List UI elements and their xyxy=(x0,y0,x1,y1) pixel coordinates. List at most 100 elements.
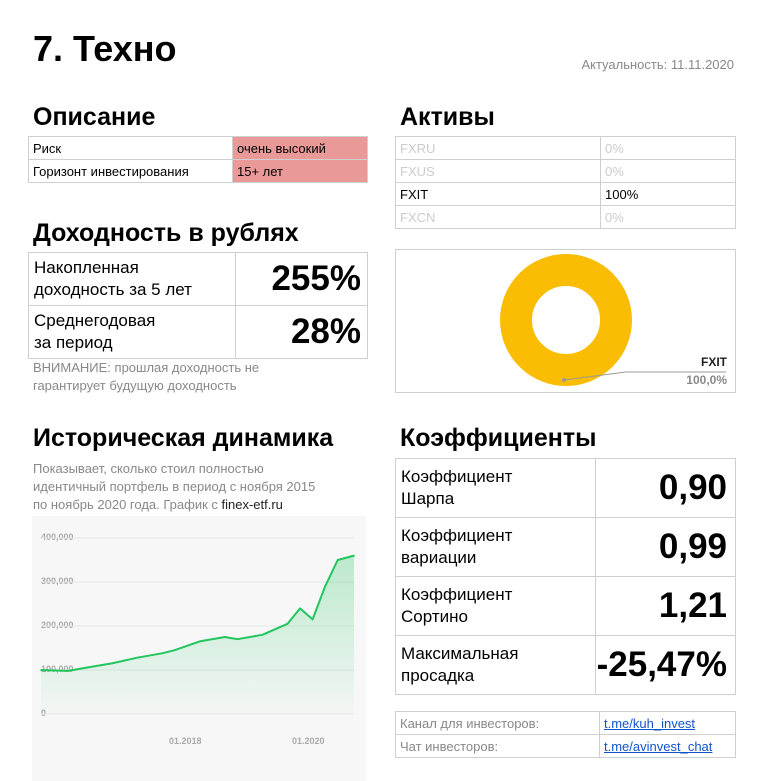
return-label: Среднегодовая за период xyxy=(28,305,236,359)
coef-label-line: Сортино xyxy=(401,607,468,626)
warning-line: гарантирует будущую доходность xyxy=(33,378,237,393)
y-tick-label: 100,000 xyxy=(41,664,74,674)
table-row: FXUS 0% xyxy=(395,159,736,183)
coef-label-line: Коэффициент xyxy=(401,467,513,486)
donut-label: FXIT xyxy=(701,355,728,369)
table-row: FXCN 0% xyxy=(395,205,736,229)
return-label-line: доходность за 5 лет xyxy=(34,280,192,299)
history-chart: 400,000 300,000 200,000 100,000 0 01.201… xyxy=(32,516,366,781)
coef-label: Коэффициент Шарпа xyxy=(395,458,596,518)
table-row: FXIT 100% xyxy=(395,182,736,206)
data-point xyxy=(236,638,239,640)
risk-label: Риск xyxy=(28,136,233,160)
donut-value: 100,0% xyxy=(686,373,727,387)
channel-link[interactable]: t.me/kuh_invest xyxy=(599,711,736,735)
coef-label-line: Коэффициент xyxy=(401,585,513,604)
assets-table: FXRU 0% FXUS 0% FXIT 100% FXCN 0% xyxy=(395,136,736,229)
data-point xyxy=(161,652,163,655)
data-point xyxy=(92,665,94,668)
coef-label-line: Шарпа xyxy=(401,489,455,508)
returns-warning: ВНИМАНИЕ: прошлая доходность не гарантир… xyxy=(33,359,259,395)
note-line: идентичный портфель в период с ноября 20… xyxy=(33,479,316,494)
return-label-line: за период xyxy=(34,333,113,352)
data-point xyxy=(286,623,289,625)
table-row: Риск очень высокий xyxy=(28,136,368,160)
table-row: Коэффициент вариации 0,99 xyxy=(395,517,737,577)
return-value: 28% xyxy=(234,305,369,359)
table-row: Чат инвесторов: t.me/avinvest_chat xyxy=(395,734,736,758)
actuality-date: Актуальность: 11.11.2020 xyxy=(581,57,734,72)
data-point xyxy=(198,640,201,643)
history-heading: Историческая динамика xyxy=(33,424,334,452)
data-point xyxy=(336,559,339,561)
y-tick-label: 200,000 xyxy=(41,620,74,630)
y-tick-label: 400,000 xyxy=(41,532,74,542)
warning-line: ВНИМАНИЕ: прошлая доходность не xyxy=(33,360,260,375)
series-area xyxy=(41,555,354,714)
table-row: FXRU 0% xyxy=(395,136,736,160)
coef-value: 0,90 xyxy=(594,458,737,518)
table-row: Горизонт инвестирования 15+ лет xyxy=(28,159,368,183)
table-row: Коэффициент Шарпа 0,90 xyxy=(395,458,737,518)
data-point xyxy=(353,554,355,557)
data-point xyxy=(299,607,301,610)
chat-link[interactable]: t.me/avinvest_chat xyxy=(599,734,736,758)
table-row: Максимальная просадка -25,47% xyxy=(395,635,737,695)
horizon-label: Горизонт инвестирования xyxy=(28,159,233,183)
asset-ticker: FXRU xyxy=(395,136,601,160)
source-link[interactable]: finex-etf.ru xyxy=(221,497,283,512)
return-label-line: Накопленная xyxy=(34,258,139,277)
coef-label: Коэффициент Сортино xyxy=(395,576,596,636)
returns-heading: Доходность в рублях xyxy=(33,219,299,247)
data-point xyxy=(173,649,176,651)
asset-ticker: FXUS xyxy=(395,159,601,183)
links-table: Канал для инвесторов: t.me/kuh_invest Ча… xyxy=(395,711,736,758)
asset-share: 100% xyxy=(600,182,736,206)
asset-share: 0% xyxy=(600,136,736,160)
coefficients-heading: Коэффициенты xyxy=(400,424,597,452)
donut-leader-line xyxy=(563,371,726,381)
coef-value: 0,99 xyxy=(594,517,737,577)
asset-share: 0% xyxy=(600,205,736,229)
coefficients-table: Коэффициент Шарпа 0,90 Коэффициент вариаци… xyxy=(395,458,737,695)
allocation-donut-chart: FXIT 100,0% xyxy=(395,249,736,393)
page-title: 7. Техно xyxy=(33,28,177,69)
data-point xyxy=(111,662,113,665)
risk-value: очень высокий xyxy=(232,136,368,160)
data-point xyxy=(136,656,138,659)
data-point xyxy=(311,618,314,621)
asset-ticker: FXIT xyxy=(395,182,601,206)
return-label-line: Среднегодовая xyxy=(34,311,156,330)
coef-label-line: Коэффициент xyxy=(401,526,513,545)
coef-label: Коэффициент вариации xyxy=(395,517,596,577)
table-row: Среднегодовая за период 28% xyxy=(28,305,369,359)
data-point xyxy=(261,634,264,636)
description-table: Риск очень высокий Горизонт инвестирован… xyxy=(28,136,368,183)
table-row: Канал для инвесторов: t.me/kuh_invest xyxy=(395,711,736,735)
table-row: Коэффициент Сортино 1,21 xyxy=(395,576,737,636)
x-tick-label: 01.2018 xyxy=(169,736,202,746)
assets-heading: Активы xyxy=(400,103,495,131)
coef-label-line: вариации xyxy=(401,548,477,567)
x-tick-label: 01.2020 xyxy=(292,736,325,746)
coef-value: -25,47% xyxy=(594,635,737,695)
description-heading: Описание xyxy=(33,103,156,131)
asset-ticker: FXCN xyxy=(395,205,601,229)
link-label: Чат инвесторов: xyxy=(395,734,600,758)
donut-slice-fxit xyxy=(500,254,632,386)
asset-share: 0% xyxy=(600,159,736,183)
coef-label-line: Максимальная xyxy=(401,644,519,663)
coef-value: 1,21 xyxy=(594,576,737,636)
coef-label-line: просадка xyxy=(401,666,475,685)
note-line: Показывает, сколько стоил полностью xyxy=(33,461,264,476)
coef-label: Максимальная просадка xyxy=(395,635,596,695)
data-point xyxy=(324,585,326,588)
y-tick-label: 300,000 xyxy=(41,576,74,586)
return-value: 255% xyxy=(234,252,369,306)
horizon-value: 15+ лет xyxy=(232,159,368,183)
data-point xyxy=(67,670,69,672)
donut-leader-dot xyxy=(562,378,566,382)
returns-table: Накопленная доходность за 5 лет 255% Сре… xyxy=(28,252,369,359)
return-label: Накопленная доходность за 5 лет xyxy=(28,252,236,306)
data-point xyxy=(40,669,42,671)
